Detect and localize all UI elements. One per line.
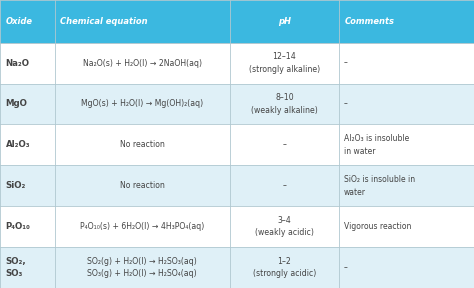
Text: SiO₂ is insoluble in
water: SiO₂ is insoluble in water	[344, 175, 415, 196]
Bar	[339, 84, 474, 124]
Text: P₄O₁₀(s) + 6H₂O(l) → 4H₃PO₄(aq): P₄O₁₀(s) + 6H₂O(l) → 4H₃PO₄(aq)	[80, 222, 204, 231]
Text: pH: pH	[278, 17, 291, 26]
Text: P₄O₁₀: P₄O₁₀	[6, 222, 30, 231]
Bar	[230, 124, 339, 165]
Bar	[230, 165, 339, 206]
Text: SiO₂: SiO₂	[6, 181, 26, 190]
Bar	[339, 0, 474, 43]
Bar	[0, 165, 55, 206]
Text: Comments: Comments	[345, 17, 394, 26]
Bar	[0, 206, 55, 247]
Text: –: –	[283, 140, 286, 149]
Text: –: –	[283, 181, 286, 190]
Text: No reaction: No reaction	[120, 181, 164, 190]
Bar	[55, 124, 230, 165]
Bar	[0, 124, 55, 165]
Text: Na₂O: Na₂O	[6, 58, 30, 68]
Bar	[0, 0, 55, 43]
Bar	[230, 0, 339, 43]
Text: –: –	[344, 99, 347, 109]
Text: MgO: MgO	[6, 99, 27, 109]
Text: Al₂O₃: Al₂O₃	[6, 140, 30, 149]
Text: 12–14
(strongly alkaline): 12–14 (strongly alkaline)	[249, 52, 320, 74]
Bar	[55, 165, 230, 206]
Text: Na₂O(s) + H₂O(l) → 2NaOH(aq): Na₂O(s) + H₂O(l) → 2NaOH(aq)	[82, 58, 202, 68]
Text: Al₂O₃ is insoluble
in water: Al₂O₃ is insoluble in water	[344, 134, 409, 156]
Bar	[230, 206, 339, 247]
Bar	[0, 43, 55, 84]
Bar	[339, 247, 474, 288]
Text: No reaction: No reaction	[120, 140, 164, 149]
Text: Chemical equation: Chemical equation	[60, 17, 148, 26]
Bar	[55, 206, 230, 247]
Bar	[0, 247, 55, 288]
Bar	[339, 124, 474, 165]
Text: 8–10
(weakly alkaline): 8–10 (weakly alkaline)	[251, 93, 318, 115]
Text: Vigorous reaction: Vigorous reaction	[344, 222, 411, 231]
Bar	[55, 84, 230, 124]
Bar	[230, 84, 339, 124]
Text: –: –	[344, 263, 347, 272]
Bar	[339, 43, 474, 84]
Text: SO₂,
SO₃: SO₂, SO₃	[6, 257, 27, 278]
Text: 1–2
(strongly acidic): 1–2 (strongly acidic)	[253, 257, 316, 278]
Bar	[230, 247, 339, 288]
Bar	[339, 206, 474, 247]
Text: MgO(s) + H₂O(l) → Mg(OH)₂(aq): MgO(s) + H₂O(l) → Mg(OH)₂(aq)	[81, 99, 203, 109]
Text: 3–4
(weakly acidic): 3–4 (weakly acidic)	[255, 216, 314, 237]
Text: SO₂(g) + H₂O(l) → H₂SO₃(aq)
SO₃(g) + H₂O(l) → H₂SO₄(aq): SO₂(g) + H₂O(l) → H₂SO₃(aq) SO₃(g) + H₂O…	[87, 257, 197, 278]
Bar	[339, 165, 474, 206]
Bar	[55, 43, 230, 84]
Bar	[0, 84, 55, 124]
Text: –: –	[344, 58, 347, 68]
Bar	[55, 0, 230, 43]
Bar	[55, 247, 230, 288]
Bar	[230, 43, 339, 84]
Text: Oxide: Oxide	[6, 17, 33, 26]
